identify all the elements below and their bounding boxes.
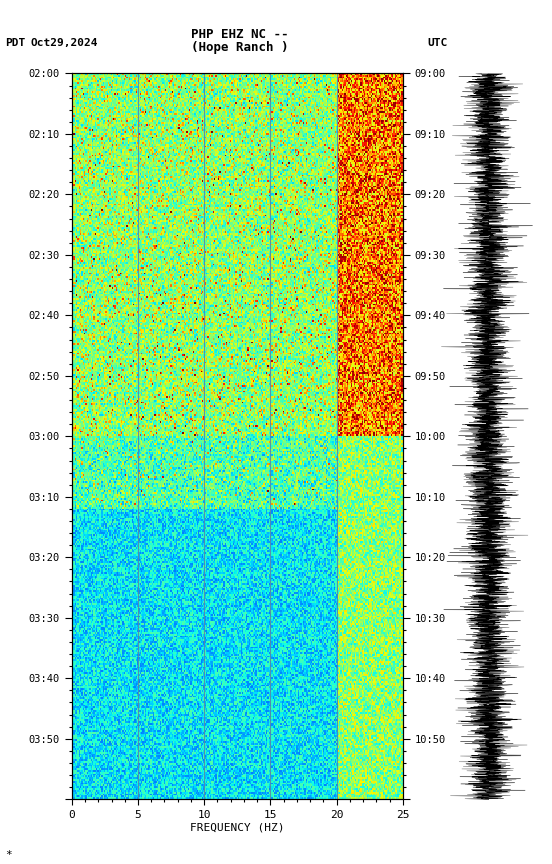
- Text: (Hope Ranch ): (Hope Ranch ): [192, 41, 289, 54]
- Text: PDT: PDT: [6, 38, 26, 48]
- Text: Oct29,2024: Oct29,2024: [30, 38, 98, 48]
- Text: *: *: [6, 849, 12, 860]
- Text: PHP EHZ NC --: PHP EHZ NC --: [192, 28, 289, 41]
- X-axis label: FREQUENCY (HZ): FREQUENCY (HZ): [190, 823, 285, 832]
- Text: UTC: UTC: [428, 38, 448, 48]
